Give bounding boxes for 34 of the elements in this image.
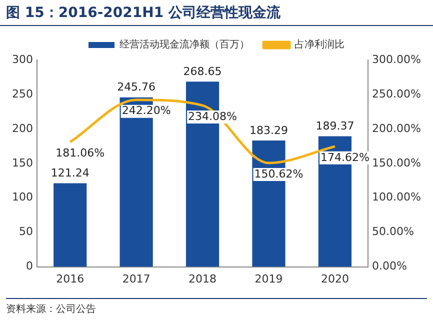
y2-tick-label: 300.00% <box>372 52 422 66</box>
data-label: 189.37 <box>316 120 354 133</box>
chart-title: 图 15：2016-2021H1 公司经营性现金流 <box>0 0 433 26</box>
y-tick-label: 200 <box>12 122 33 135</box>
data-label: 121.24 <box>50 166 90 180</box>
y-tick-label: 300 <box>12 52 33 66</box>
y2-tick-label: 50.00% <box>372 225 414 238</box>
y2-tick-label: 0.00% <box>372 260 408 273</box>
y-tick-label: 250 <box>12 87 33 100</box>
y2-tick-label: 250.00% <box>372 87 422 100</box>
y2-tick-label: 150.00% <box>372 156 422 170</box>
x-tick-label: 2019 <box>254 272 283 286</box>
legend-label: 经营活动现金流净额（百万） <box>120 38 250 51</box>
data-label: 268.65 <box>183 64 222 78</box>
y-tick-label: 0 <box>26 260 33 273</box>
x-tick-label: 2017 <box>122 272 150 286</box>
y2-tick-label: 100.00% <box>372 190 422 204</box>
data-label: 181.06% <box>56 146 105 160</box>
y2-tick-label: 200.00% <box>372 122 422 135</box>
data-label: 242.20% <box>122 104 171 118</box>
text: 资料来源：公司公告 <box>6 302 97 316</box>
x-tick-label: 2018 <box>188 272 217 286</box>
data-label: 245.76 <box>117 80 156 94</box>
bar <box>54 183 87 267</box>
x-tick-label: 2016 <box>56 272 84 286</box>
data-label: 183.29 <box>249 124 288 137</box>
y-tick-label: 100 <box>12 190 33 204</box>
y-tick-label: 50 <box>18 225 33 238</box>
y-tick-label: 150 <box>12 156 33 170</box>
data-label: 234.08% <box>188 110 238 123</box>
legend-label: 占净利润比 <box>294 38 344 51</box>
data-label: 150.62% <box>254 167 304 180</box>
data-label: 174.62% <box>320 150 370 164</box>
x-tick-label: 2020 <box>320 272 349 286</box>
